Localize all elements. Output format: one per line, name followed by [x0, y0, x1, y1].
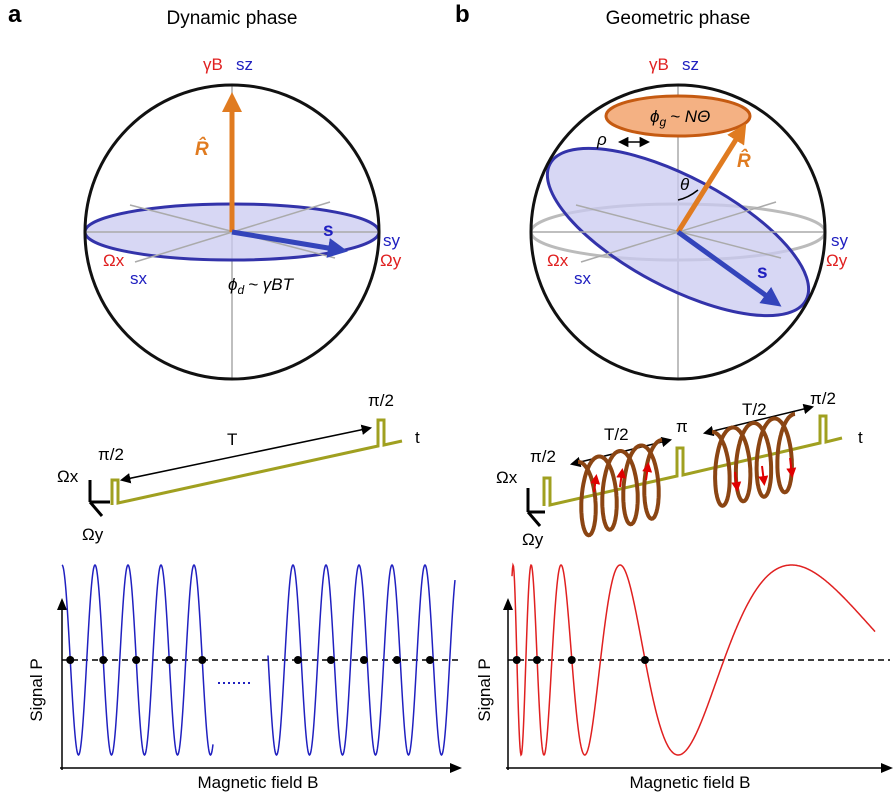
plot-b	[503, 565, 893, 773]
plot-a	[57, 565, 462, 773]
plot-axes	[60, 604, 455, 770]
axis-label: Ωx	[547, 251, 569, 270]
pulse-label: π	[676, 417, 688, 436]
crossing-dot	[327, 656, 335, 664]
page: a Dynamic phase γB sz R̂ s sy Ωy Ωx sx ϕ…	[0, 0, 896, 795]
time-label: t	[415, 428, 420, 447]
pulse-a	[90, 420, 402, 516]
phase-label: ϕd ~ γBT	[228, 275, 295, 297]
axis-label: sx	[130, 269, 148, 288]
spin-arrow	[620, 472, 622, 487]
crossing-dot	[165, 656, 173, 664]
duration-label: T/2	[604, 425, 629, 444]
frame-axes	[528, 488, 545, 526]
frame-axes	[90, 480, 110, 516]
phase-label: ϕg ~ NΘ	[650, 107, 710, 129]
crossing-dot	[360, 656, 368, 664]
duration-arrow	[122, 428, 370, 480]
crossing-dot	[641, 656, 649, 664]
axis-label: Ωy	[380, 251, 402, 270]
pulse-label: π/2	[810, 389, 836, 408]
crossing-dot	[568, 656, 576, 664]
crossing-dot	[393, 656, 401, 664]
x-label: Magnetic field B	[198, 773, 319, 792]
arrow-head	[57, 598, 67, 610]
s-label: s	[757, 262, 768, 283]
panel-label: b	[455, 1, 470, 28]
frame-label: Ωy	[522, 530, 544, 549]
duration-label: T/2	[742, 400, 767, 419]
pulse-line	[112, 420, 402, 505]
sphere-b	[524, 85, 832, 380]
s-label: s	[323, 220, 334, 241]
frame-label: Ωy	[82, 525, 104, 544]
pulse-label: π/2	[98, 445, 124, 464]
phase-rest: ~ NΘ	[670, 107, 710, 126]
frame-label: Ωx	[496, 468, 518, 487]
axis-label: sz	[682, 55, 699, 74]
arrow-head	[881, 763, 893, 773]
phase-sub: d	[237, 283, 244, 297]
theta-label: θ	[680, 175, 690, 194]
crossing-dot	[294, 656, 302, 664]
phase-rest: ~ γBT	[248, 275, 294, 294]
crossing-dot	[513, 656, 521, 664]
pulse-line	[544, 416, 842, 506]
axis-label: sy	[831, 231, 849, 250]
duration-label: T	[227, 430, 237, 449]
frame-label: Ωx	[57, 467, 79, 486]
axis-label: γB	[203, 55, 223, 74]
arrow-head	[503, 598, 513, 610]
crossing-dot	[198, 656, 206, 664]
phase-sub: g	[659, 115, 666, 129]
crossing-dot	[66, 656, 74, 664]
crossing-dot	[426, 656, 434, 664]
axis-label: sy	[383, 231, 401, 250]
y-label: Signal P	[27, 658, 46, 721]
rho-label: ρ	[596, 130, 607, 149]
panel-label: a	[8, 1, 22, 28]
crossing-dot	[132, 656, 140, 664]
pulse-label: π/2	[530, 447, 556, 466]
pulse-label: π/2	[368, 391, 394, 410]
axis-label: sz	[236, 55, 253, 74]
r-label: R̂	[195, 138, 209, 160]
y-label: Signal P	[475, 658, 494, 721]
axis-label: γB	[649, 55, 669, 74]
panel-title: Dynamic phase	[167, 8, 298, 29]
time-label: t	[858, 428, 863, 447]
axis-label: Ωy	[826, 251, 848, 270]
axis-label: Ωx	[103, 251, 125, 270]
figure: a Dynamic phase γB sz R̂ s sy Ωy Ωx sx ϕ…	[0, 0, 896, 795]
phase-symbol: ϕ	[228, 275, 237, 294]
crossing-dot	[99, 656, 107, 664]
crossing-dot	[533, 656, 541, 664]
plot-axes	[506, 604, 884, 770]
spin-arrow	[762, 466, 764, 482]
x-label: Magnetic field B	[630, 773, 751, 792]
sphere-a	[85, 85, 380, 380]
panel-title: Geometric phase	[606, 8, 751, 29]
axis-label: sx	[574, 269, 592, 288]
arrow-head	[450, 763, 462, 773]
r-label: R̂	[737, 150, 751, 172]
phase-symbol: ϕ	[650, 107, 659, 126]
